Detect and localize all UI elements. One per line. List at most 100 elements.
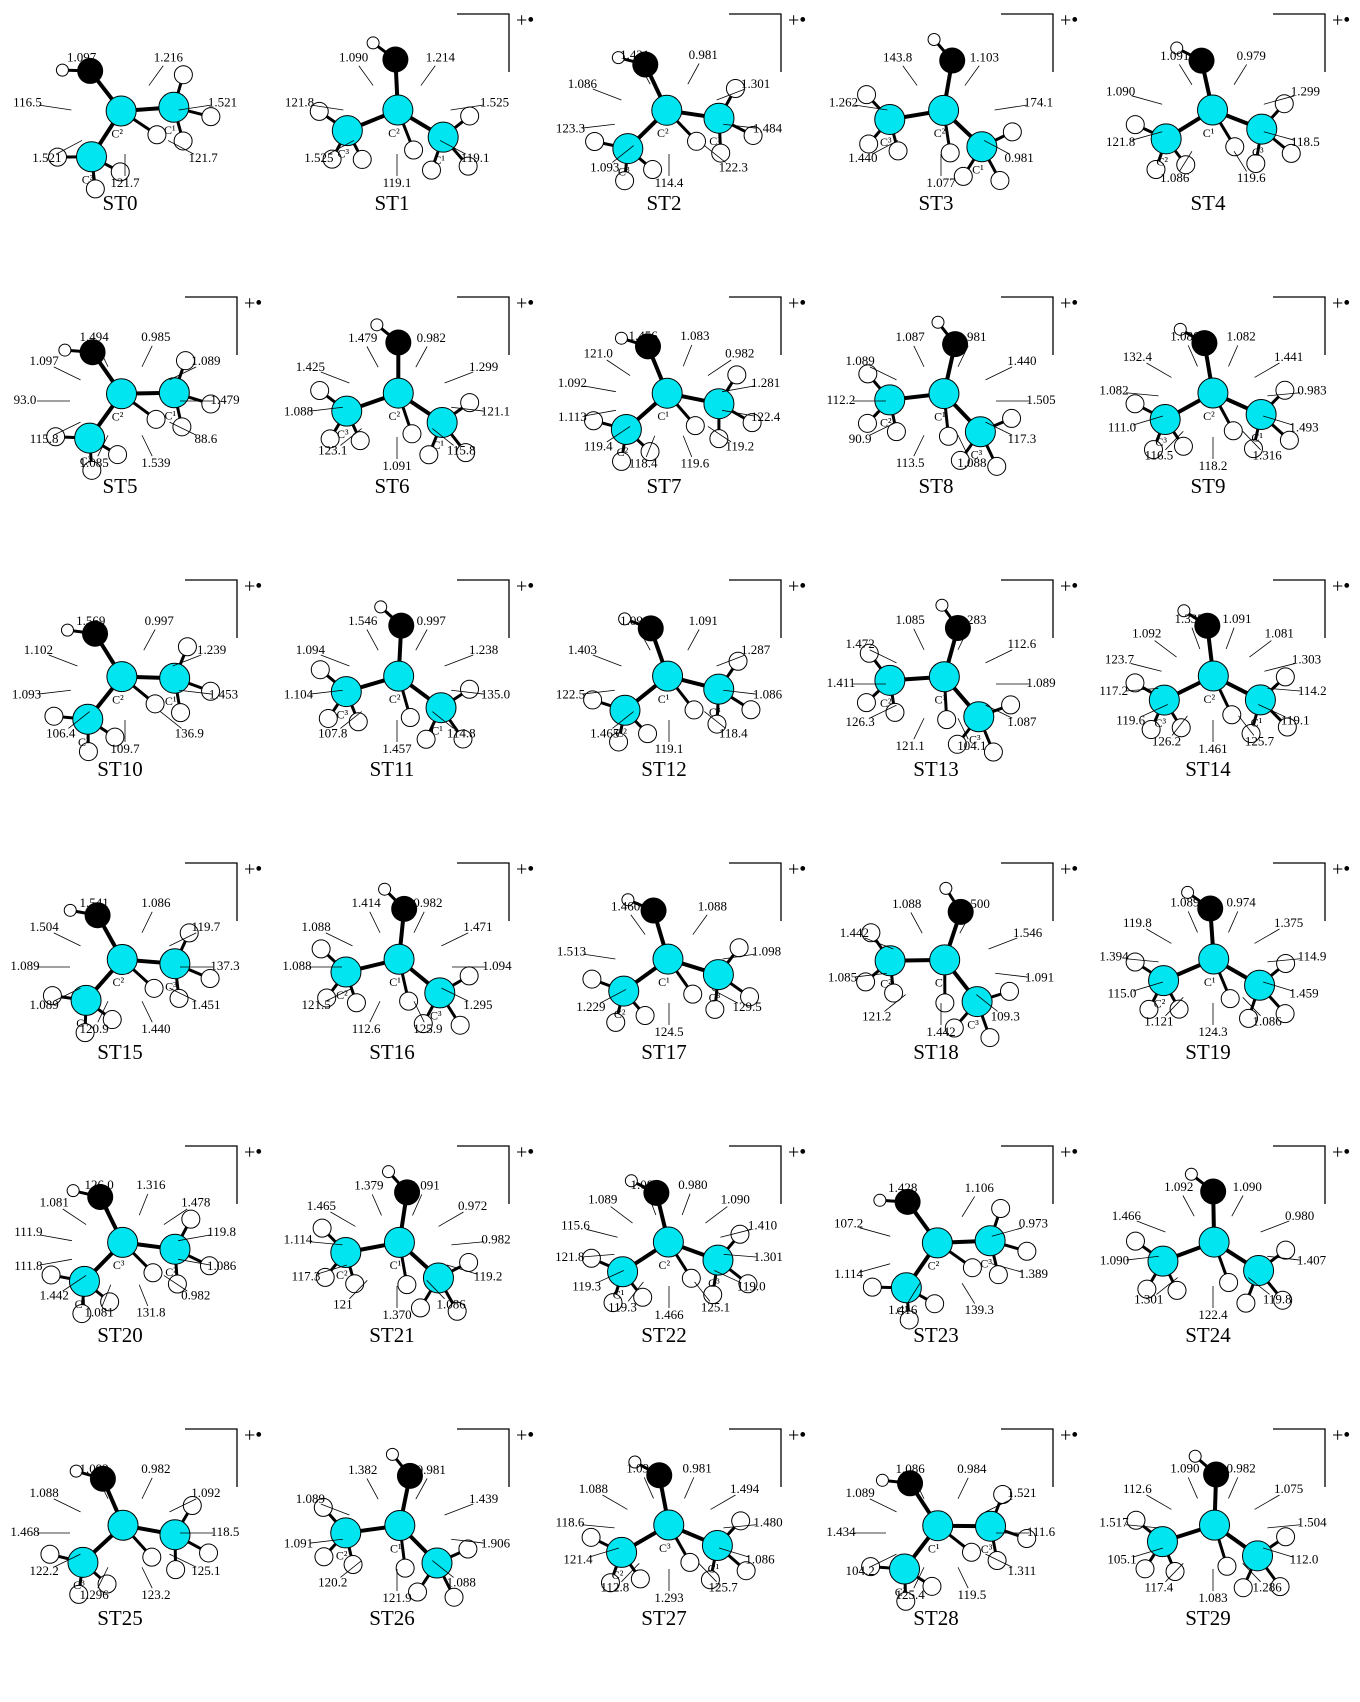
carbon-atom bbox=[929, 379, 959, 409]
geometry-value: 125.1 bbox=[191, 1563, 220, 1578]
pointer bbox=[688, 629, 699, 650]
structure-label: ST19 bbox=[1185, 1040, 1231, 1064]
pointer bbox=[142, 912, 152, 933]
geometry-value: 114.4 bbox=[655, 175, 684, 190]
carbon-atom bbox=[965, 417, 995, 447]
atom-label: C³ bbox=[967, 1017, 979, 1031]
hydrogen-atom bbox=[1277, 955, 1295, 973]
pointer bbox=[1179, 64, 1192, 84]
geometry-value: 1.092 bbox=[1164, 1179, 1193, 1194]
hydrogen-atom bbox=[1000, 982, 1018, 1000]
atom-label: C² bbox=[165, 1265, 177, 1279]
hydrogen-atom bbox=[962, 1543, 980, 1561]
hydrogen-atom bbox=[313, 1219, 331, 1237]
geometry-value: 1.442 bbox=[40, 1288, 69, 1303]
hydrogen-atom bbox=[174, 66, 192, 84]
geometry-value: 111.6 bbox=[1027, 1524, 1056, 1539]
carbon-atom bbox=[331, 957, 361, 987]
hydrogen-atom bbox=[685, 701, 703, 719]
pointer bbox=[1255, 1495, 1280, 1509]
geometry-value: 1.521 bbox=[32, 150, 61, 165]
geometry-value: 1.906 bbox=[481, 1535, 511, 1550]
geometry-value: 118.5 bbox=[1291, 134, 1320, 149]
charge-label: +• bbox=[1332, 293, 1350, 315]
oxygen-atom bbox=[641, 898, 667, 924]
geometry-value: 1.459 bbox=[1289, 985, 1318, 1000]
charge-bracket bbox=[457, 297, 509, 355]
hydrogen-atom bbox=[379, 883, 391, 895]
geometry-value: 123.1 bbox=[318, 443, 347, 458]
hydrogen-atom bbox=[144, 1264, 162, 1282]
geometry-value: 1.092 bbox=[1132, 626, 1161, 641]
carbon-atom bbox=[384, 1227, 414, 1257]
geometry-value: 1.106 bbox=[965, 1180, 995, 1195]
geometry-value: 1.092 bbox=[558, 375, 587, 390]
geometry-value: 1.471 bbox=[463, 919, 492, 934]
geometry-value: 1.382 bbox=[348, 1462, 377, 1477]
atom-label: C¹ bbox=[390, 1258, 402, 1272]
pointer bbox=[693, 915, 707, 935]
geometry-value: 1.094 bbox=[626, 1461, 656, 1476]
geometry-value: 119.2 bbox=[725, 439, 754, 454]
geometry-value: 125.1 bbox=[701, 1299, 730, 1314]
charge-bracket bbox=[185, 1429, 237, 1487]
carbon-atom bbox=[703, 1245, 733, 1275]
geometry-value: 115.6 bbox=[561, 1218, 590, 1233]
structure-panel: C³C²C¹1.2161.521121.7121.71.521116.51.09… bbox=[13, 50, 237, 215]
atom-label: C¹ bbox=[928, 1541, 940, 1555]
hydrogen-atom bbox=[1003, 123, 1021, 141]
structure-panel: C¹C³C²1.3161.478119.81.0860.982131.81.08… bbox=[14, 1142, 262, 1347]
hydrogen-atom bbox=[400, 992, 418, 1010]
carbon-atom bbox=[77, 142, 107, 172]
geometry-value: 1.089 bbox=[1170, 895, 1199, 910]
carbon-atom bbox=[384, 944, 414, 974]
charge-label: +• bbox=[516, 10, 534, 32]
charge-label: +• bbox=[1060, 10, 1078, 32]
carbon-atom bbox=[383, 95, 413, 125]
pointer bbox=[370, 1001, 380, 1022]
carbon-atom bbox=[108, 1227, 138, 1257]
geometry-value: 1.086 bbox=[1160, 170, 1190, 185]
geometry-value: 0.997 bbox=[417, 613, 447, 628]
pointer bbox=[1137, 1221, 1166, 1232]
page: {"panels": [ {"label": "ST0", "atoms": [… bbox=[0, 0, 1360, 1702]
geometry-value: 1.090 bbox=[721, 1192, 750, 1207]
structure-panel: C²C¹C³0.9841.521111.61.311119.5125.4104.… bbox=[826, 1425, 1078, 1630]
geometry-value: 0.982 bbox=[413, 895, 442, 910]
hydrogen-atom bbox=[639, 725, 657, 743]
atom-label: C³ bbox=[82, 173, 94, 187]
hydrogen-atom bbox=[312, 940, 330, 958]
pointer bbox=[63, 1209, 86, 1225]
geometry-value: 174.1 bbox=[1024, 94, 1053, 109]
geometry-value: 1.262 bbox=[829, 94, 858, 109]
structure-panel: C³C²C¹1.103174.10.9811.0771.4401.262143.… bbox=[829, 10, 1078, 215]
geometry-value: 126.3 bbox=[845, 714, 874, 729]
atom-label: C¹ bbox=[972, 163, 984, 177]
geometry-value: 1.113 bbox=[558, 409, 587, 424]
structure-panel: C¹C²C³1.1060.9731.389139.31.4161.114107.… bbox=[834, 1142, 1078, 1347]
geometry-value: 121.8 bbox=[285, 94, 314, 109]
geometry-value: 1.090 bbox=[1106, 84, 1135, 99]
hydrogen-atom bbox=[386, 1448, 398, 1460]
hydrogen-atom bbox=[583, 970, 601, 988]
pointer bbox=[142, 1001, 152, 1022]
pointer bbox=[860, 1228, 890, 1236]
geometry-value: 1.517 bbox=[1099, 1515, 1129, 1530]
pointer bbox=[682, 1194, 690, 1215]
hydrogen-atom bbox=[1002, 696, 1020, 714]
geometry-value: 1.090 bbox=[1100, 1252, 1129, 1267]
geometry-value: 106.4 bbox=[46, 726, 76, 741]
atom-label: C³ bbox=[708, 1276, 720, 1290]
geometry-value: 1.301 bbox=[754, 1249, 783, 1264]
pointer bbox=[683, 436, 692, 457]
geometry-value: 1.091 bbox=[1025, 969, 1054, 984]
carbon-atom bbox=[1247, 114, 1277, 144]
atom-label: C¹ bbox=[390, 1541, 402, 1555]
carbon-atom bbox=[704, 674, 734, 704]
geometry-value: 1.093 bbox=[590, 160, 619, 175]
geometry-value: 111.9 bbox=[14, 1224, 42, 1239]
oxygen-atom bbox=[1189, 48, 1215, 74]
charge-bracket bbox=[1273, 863, 1325, 921]
pointer bbox=[441, 933, 468, 946]
atom-label: C³ bbox=[1252, 145, 1264, 159]
